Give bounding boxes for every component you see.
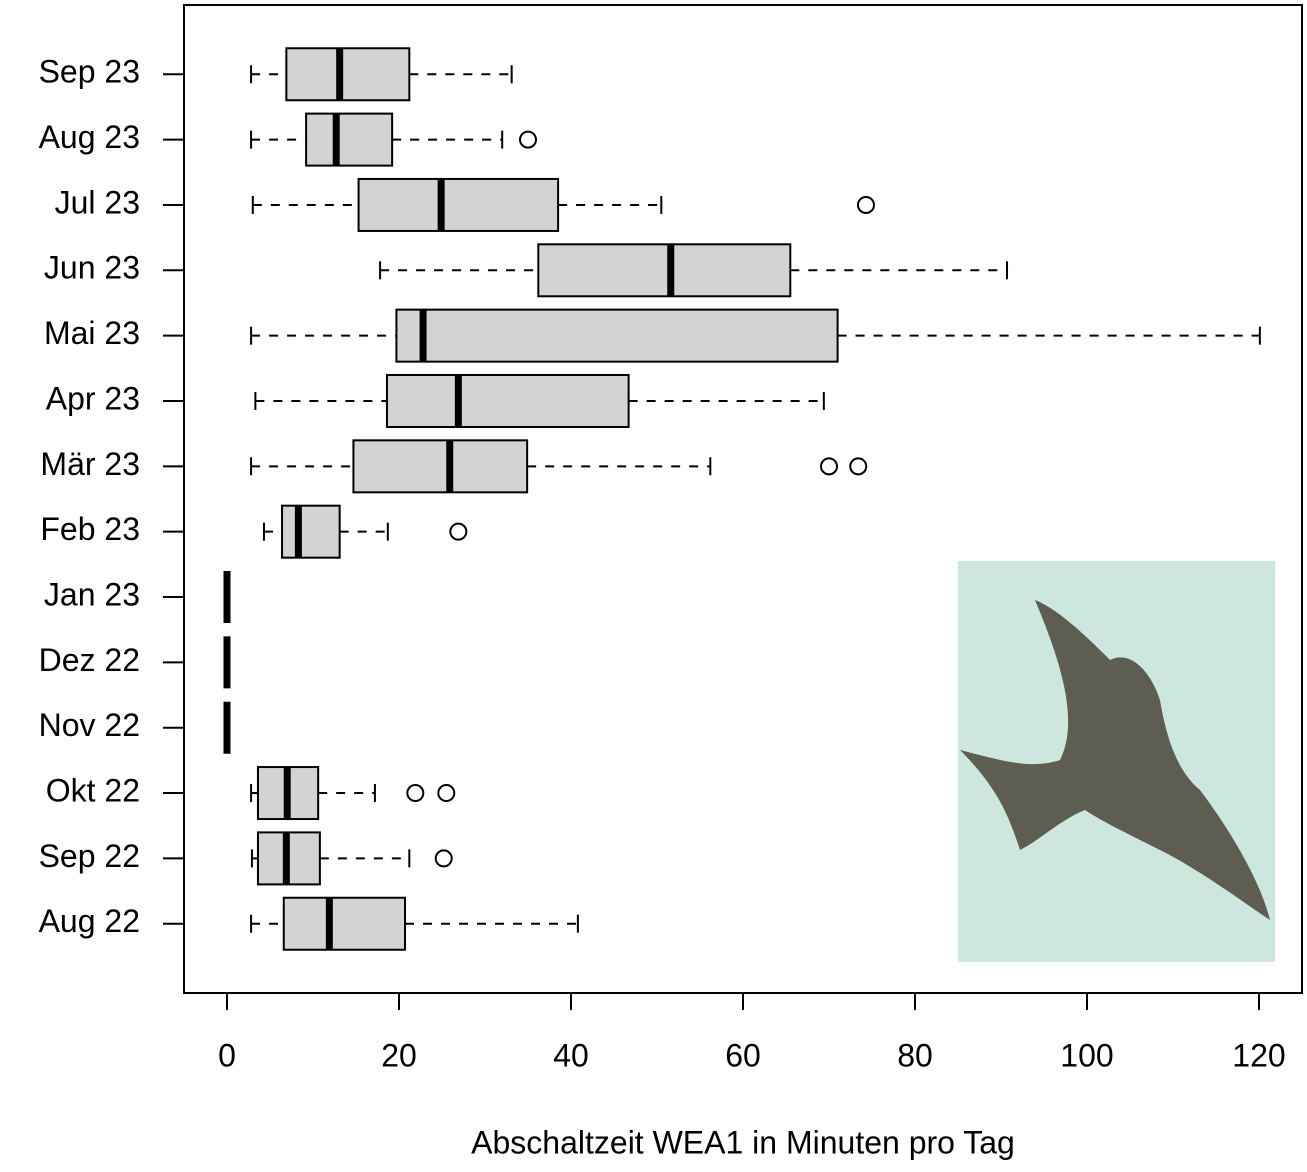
- box: [385, 373, 630, 428]
- y-tick-label: Nov 22: [39, 707, 140, 743]
- outlier: [406, 784, 425, 803]
- outlier: [519, 130, 537, 149]
- box: [395, 308, 839, 363]
- outlier: [856, 195, 875, 214]
- box: [352, 439, 529, 494]
- y-tick-label: Feb 23: [40, 511, 140, 547]
- x-axis-label: Abschaltzeit WEA1 in Minuten pro Tag: [471, 1124, 1015, 1160]
- outlier: [437, 784, 456, 803]
- y-tick-label: Sep 23: [39, 54, 140, 90]
- x-tick-label: 120: [1232, 1037, 1285, 1073]
- y-tick-label: Dez 22: [39, 642, 140, 678]
- box: [305, 112, 394, 167]
- outlier: [820, 457, 838, 476]
- y-tick-label: Mai 23: [44, 315, 140, 351]
- y-tick-label: Apr 23: [46, 380, 140, 416]
- x-tick-label: 60: [725, 1037, 761, 1073]
- y-tick-label: Jul 23: [55, 184, 140, 220]
- y-tick-label: Okt 22: [46, 773, 140, 809]
- y-tick-label: Jun 23: [44, 250, 140, 286]
- box: [285, 47, 411, 102]
- x-tick-label: 100: [1060, 1037, 1113, 1073]
- y-tick-label: Aug 23: [39, 119, 140, 155]
- x-tick-label: 40: [553, 1037, 589, 1073]
- box: [281, 504, 341, 559]
- box: [357, 177, 560, 232]
- x-tick-label: 80: [897, 1037, 933, 1073]
- outlier: [449, 522, 468, 541]
- x-tick-label: 20: [381, 1037, 417, 1073]
- x-tick-label: 0: [218, 1037, 236, 1073]
- box: [537, 243, 792, 298]
- box: [282, 896, 407, 951]
- y-tick-label: Aug 22: [39, 903, 140, 939]
- y-tick-label: Sep 22: [39, 838, 140, 874]
- photo-inset: [958, 561, 1275, 962]
- outlier: [434, 849, 453, 868]
- y-tick-label: Mär 23: [40, 446, 140, 482]
- y-tick-label: Jan 23: [44, 576, 140, 612]
- outlier: [849, 457, 868, 476]
